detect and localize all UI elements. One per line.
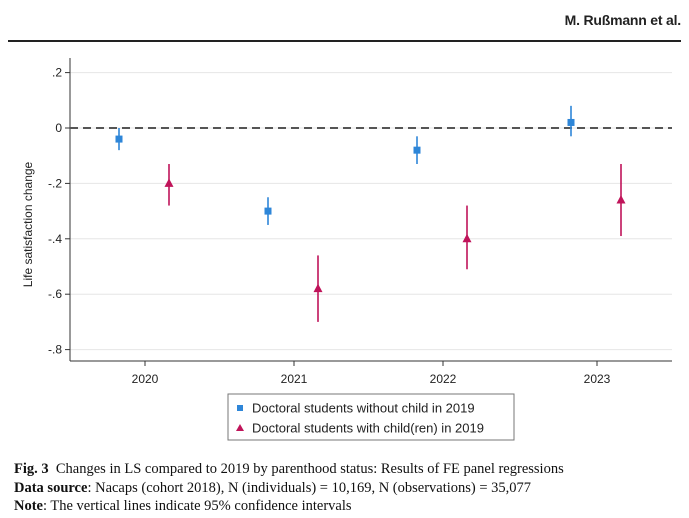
data-source-caption: Data source: Nacaps (cohort 2018), N (in…: [14, 480, 531, 497]
legend-marker-triangle: [236, 424, 244, 431]
data-point-triangle: [164, 178, 174, 187]
header-rule: [8, 40, 681, 42]
note-label: Note: [14, 498, 43, 514]
figure-caption-text: Changes in LS compared to 2019 by parent…: [55, 461, 564, 477]
note-caption: Note: The vertical lines indicate 95% co…: [14, 498, 352, 515]
data-source-label: Data source: [14, 480, 88, 496]
x-tick-label: 2022: [430, 372, 457, 386]
y-tick-label: -.2: [48, 176, 62, 190]
y-tick-label: 0: [55, 121, 62, 135]
data-point-triangle: [616, 195, 626, 204]
data-point-triangle: [462, 233, 472, 243]
page-header-author: M. Rußmann et al.: [564, 12, 682, 28]
data-point-square: [567, 118, 575, 126]
data-source-text: : Nacaps (cohort 2018), N (individuals) …: [87, 480, 532, 496]
y-axis-label: Life satisfaction change: [21, 161, 35, 287]
data-point-triangle: [313, 283, 323, 293]
legend-box: [227, 393, 515, 441]
x-tick-label: 2020: [132, 372, 159, 386]
legend-entry-label: Doctoral students without child in 2019: [252, 401, 475, 416]
figure-label: Fig. 3: [14, 461, 49, 477]
x-tick-label: 2023: [584, 372, 611, 386]
x-tick-label: 2021: [281, 372, 308, 386]
data-point-square: [115, 135, 123, 143]
y-tick-label: .2: [52, 66, 62, 80]
legend-marker-square: [237, 405, 243, 411]
note-text: : The vertical lines indicate 95% confid…: [43, 498, 352, 514]
y-tick-label: -.6: [48, 287, 62, 301]
life-satisfaction-chart: .2 0 -.2 -.4 -.6 -.8 2020 2021 2022 2023 Life sati…: [21, 58, 672, 441]
data-point-square: [264, 207, 272, 215]
data-point-square: [413, 146, 421, 154]
y-tick-label: -.8: [48, 343, 62, 357]
y-tick-label: -.4: [48, 232, 62, 246]
legend-entry-label: Doctoral students with child(ren) in 201…: [252, 421, 484, 436]
figure-caption: Fig. 3 Changes in LS compared to 2019 by…: [14, 461, 564, 478]
